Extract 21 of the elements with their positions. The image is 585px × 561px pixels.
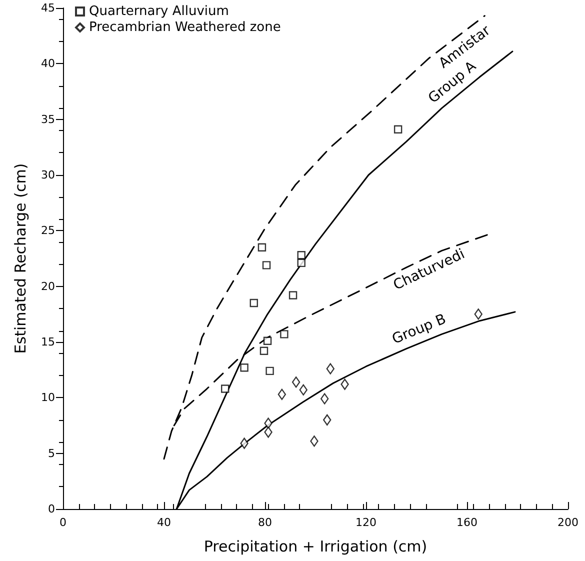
legend-label: Precambrian Weathered zone [89, 20, 281, 35]
y-axis-title: Estimated Recharge (cm) [12, 163, 30, 354]
x-tick-label: 200 [558, 516, 578, 529]
y-tick-label: 40 [41, 57, 55, 70]
y-tick-label: 15 [41, 336, 55, 348]
y-tick-label: 20 [41, 280, 55, 293]
y-tick-label: 0 [48, 502, 55, 516]
y-tick-label: 35 [41, 112, 55, 126]
y-tick-label: 5 [48, 446, 55, 460]
x-tick-label: 120 [356, 516, 376, 529]
text: Group B [390, 311, 448, 348]
x-tick-label: 160 [456, 516, 478, 529]
x-tick-label: 80 [258, 516, 272, 529]
x-axis-title: Precipitation + Irrigation (cm) [204, 538, 428, 556]
y-tick-label: 10 [41, 391, 55, 404]
legend-label: Quarternary Alluvium [89, 4, 229, 19]
y-tick-label: 25 [41, 224, 55, 238]
y-tick-label: 45 [41, 2, 55, 14]
x-tick-label: 40 [157, 516, 171, 529]
y-tick-label: 30 [41, 168, 55, 182]
x-tick-label: 0 [60, 516, 66, 529]
